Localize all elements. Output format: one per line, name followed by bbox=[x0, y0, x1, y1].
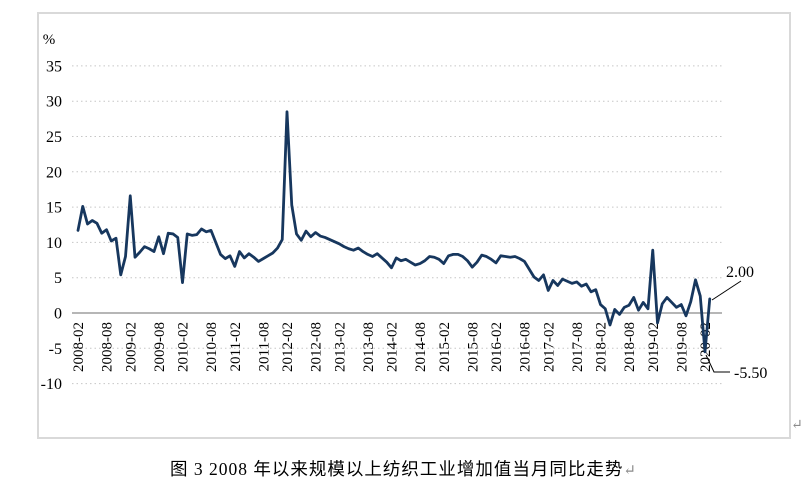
x-axis-tick-label: 2014-08 bbox=[413, 322, 429, 372]
x-axis-tick-label: 2019-02 bbox=[646, 322, 662, 372]
x-axis-tick-label: 2010-08 bbox=[204, 322, 220, 372]
x-axis-tick-label: 2017-02 bbox=[541, 322, 557, 372]
y-axis-tick-label: 20 bbox=[46, 164, 62, 181]
x-axis-tick-label: 2016-08 bbox=[518, 322, 534, 372]
x-axis-tick-label: 2010-02 bbox=[176, 322, 192, 372]
x-axis-tick-label: 2011-02 bbox=[228, 322, 244, 371]
y-axis-tick-label: -10 bbox=[41, 376, 62, 393]
annotation-leader-line bbox=[705, 354, 730, 373]
x-axis-tick-label: 2015-02 bbox=[437, 322, 453, 372]
figure-caption: 图 3 2008 年以来规模以上纺织工业增加值当月同比走势↵ bbox=[0, 456, 806, 481]
y-axis-tick-label: 0 bbox=[54, 306, 62, 323]
figure-caption-text: 图 3 2008 年以来规模以上纺织工业增加值当月同比走势 bbox=[170, 459, 624, 479]
y-axis-tick-label: -5 bbox=[49, 341, 62, 358]
annotation-last-value: 2.00 bbox=[726, 264, 754, 281]
x-axis-tick-label: 2018-02 bbox=[594, 322, 610, 372]
data-series-line bbox=[76, 110, 712, 354]
x-axis-tick-label: 2018-08 bbox=[622, 322, 638, 372]
annotation-dip-value: -5.50 bbox=[734, 365, 767, 382]
y-axis-tick-label: 5 bbox=[54, 270, 62, 287]
y-axis-tick-label: 25 bbox=[46, 129, 62, 146]
chart-frame bbox=[37, 12, 791, 439]
x-axis-tick-label: 2012-02 bbox=[280, 322, 296, 372]
x-axis-tick-label: 2013-08 bbox=[361, 322, 377, 372]
x-axis-tick-label: 2019-08 bbox=[674, 322, 690, 372]
paragraph-mark-icon: ↵ bbox=[623, 463, 636, 479]
y-axis-tick-label: 35 bbox=[46, 58, 62, 75]
y-axis-tick-label: 10 bbox=[46, 235, 62, 252]
x-axis-tick-label: 2008-08 bbox=[100, 322, 116, 372]
y-axis-tick-label: 15 bbox=[46, 200, 62, 217]
paragraph-mark-icon: ↵ bbox=[791, 418, 803, 433]
x-axis-tick-label: 2013-02 bbox=[332, 322, 348, 372]
x-axis-tick-label: 2011-08 bbox=[256, 322, 272, 371]
x-axis-tick-label: 2009-08 bbox=[152, 322, 168, 372]
x-axis-tick-label: 2012-08 bbox=[309, 322, 325, 372]
x-axis-tick-label: 2014-02 bbox=[385, 322, 401, 372]
x-axis-tick-label: 2017-08 bbox=[570, 322, 586, 372]
line-chart: 35 30 25 20 15 10 5 0 -5 -10% 2008-02 2008-08 2009-0… bbox=[37, 12, 791, 439]
x-axis-tick-label: 2008-02 bbox=[71, 322, 87, 372]
figure-chart-object[interactable]: 35 30 25 20 15 10 5 0 -5 -10% 2008-02 2008-08 2009-0… bbox=[0, 0, 806, 455]
x-axis-tick-label: 2009-02 bbox=[123, 322, 139, 372]
x-axis-tick-label: 2016-02 bbox=[489, 322, 505, 372]
annotation-leader-line bbox=[711, 280, 742, 301]
x-axis-tick-label: 2015-08 bbox=[465, 322, 481, 372]
y-axis-tick-label: 30 bbox=[46, 94, 62, 111]
y-axis-unit-label: % bbox=[43, 32, 56, 48]
